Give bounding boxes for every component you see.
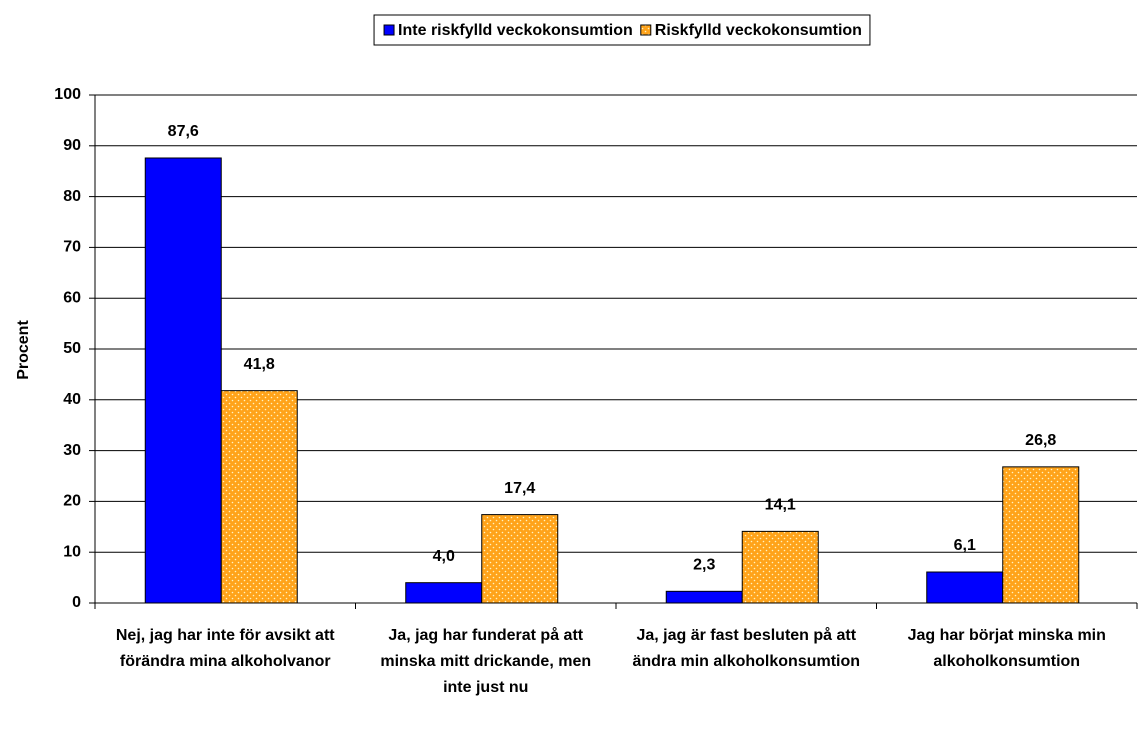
x-tick-label: Jag har börjat minska min alkoholkonsumti… bbox=[908, 627, 1106, 670]
legend-box bbox=[373, 14, 871, 46]
legend-label: Inte riskfylld veckokonsumtion bbox=[398, 22, 633, 39]
legend-swatch bbox=[383, 24, 395, 36]
value-label: 41,8 bbox=[244, 356, 275, 373]
bar bbox=[665, 590, 743, 604]
value-label: 2,3 bbox=[693, 557, 715, 574]
value-label: 6,1 bbox=[954, 537, 976, 554]
y-tick-label: 70 bbox=[63, 239, 81, 256]
bar bbox=[405, 582, 483, 604]
value-label: 14,1 bbox=[765, 497, 796, 514]
bar bbox=[741, 530, 819, 604]
y-tick-label: 100 bbox=[54, 86, 81, 103]
x-tick-label: Nej, jag har inte för avsikt att förändra… bbox=[116, 627, 335, 670]
bar bbox=[220, 390, 298, 604]
y-tick-label: 90 bbox=[63, 137, 81, 154]
y-tick-label: 0 bbox=[72, 594, 81, 611]
y-axis-label: Procent bbox=[15, 320, 32, 380]
value-label: 26,8 bbox=[1025, 432, 1056, 449]
x-tick-label: Ja, jag har funderat på att minska mitt d… bbox=[380, 626, 591, 696]
x-tick-label: Ja, jag är fast besluten på att ändra min… bbox=[632, 626, 860, 670]
bar bbox=[1002, 466, 1080, 604]
y-tick-label: 80 bbox=[63, 188, 81, 205]
bar bbox=[926, 571, 1004, 604]
y-tick-label: 10 bbox=[63, 543, 81, 560]
value-label: 87,6 bbox=[168, 123, 199, 140]
y-tick-label: 40 bbox=[63, 391, 81, 408]
y-tick-label: 60 bbox=[63, 289, 81, 306]
legend-swatch bbox=[640, 24, 652, 36]
y-tick-label: 20 bbox=[63, 493, 81, 510]
bar bbox=[481, 514, 559, 604]
value-label: 4,0 bbox=[433, 548, 455, 565]
y-tick-label: 50 bbox=[63, 340, 81, 357]
bar bbox=[144, 157, 222, 604]
legend: Inte riskfylld veckokonsumtion Riskfylld … bbox=[373, 14, 871, 46]
legend-label: Riskfylld veckokonsumtion bbox=[655, 22, 862, 39]
y-tick-label: 30 bbox=[63, 442, 81, 459]
value-label: 17,4 bbox=[504, 480, 535, 497]
